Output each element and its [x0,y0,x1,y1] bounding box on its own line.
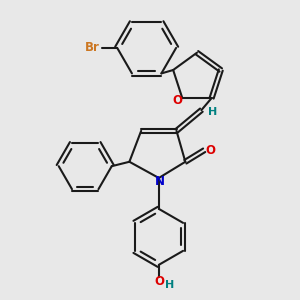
Text: O: O [173,94,183,107]
Text: Br: Br [85,41,100,54]
Text: O: O [206,144,216,157]
Text: O: O [154,275,164,288]
Text: H: H [208,106,217,117]
Text: N: N [155,175,165,188]
Text: H: H [164,280,174,290]
